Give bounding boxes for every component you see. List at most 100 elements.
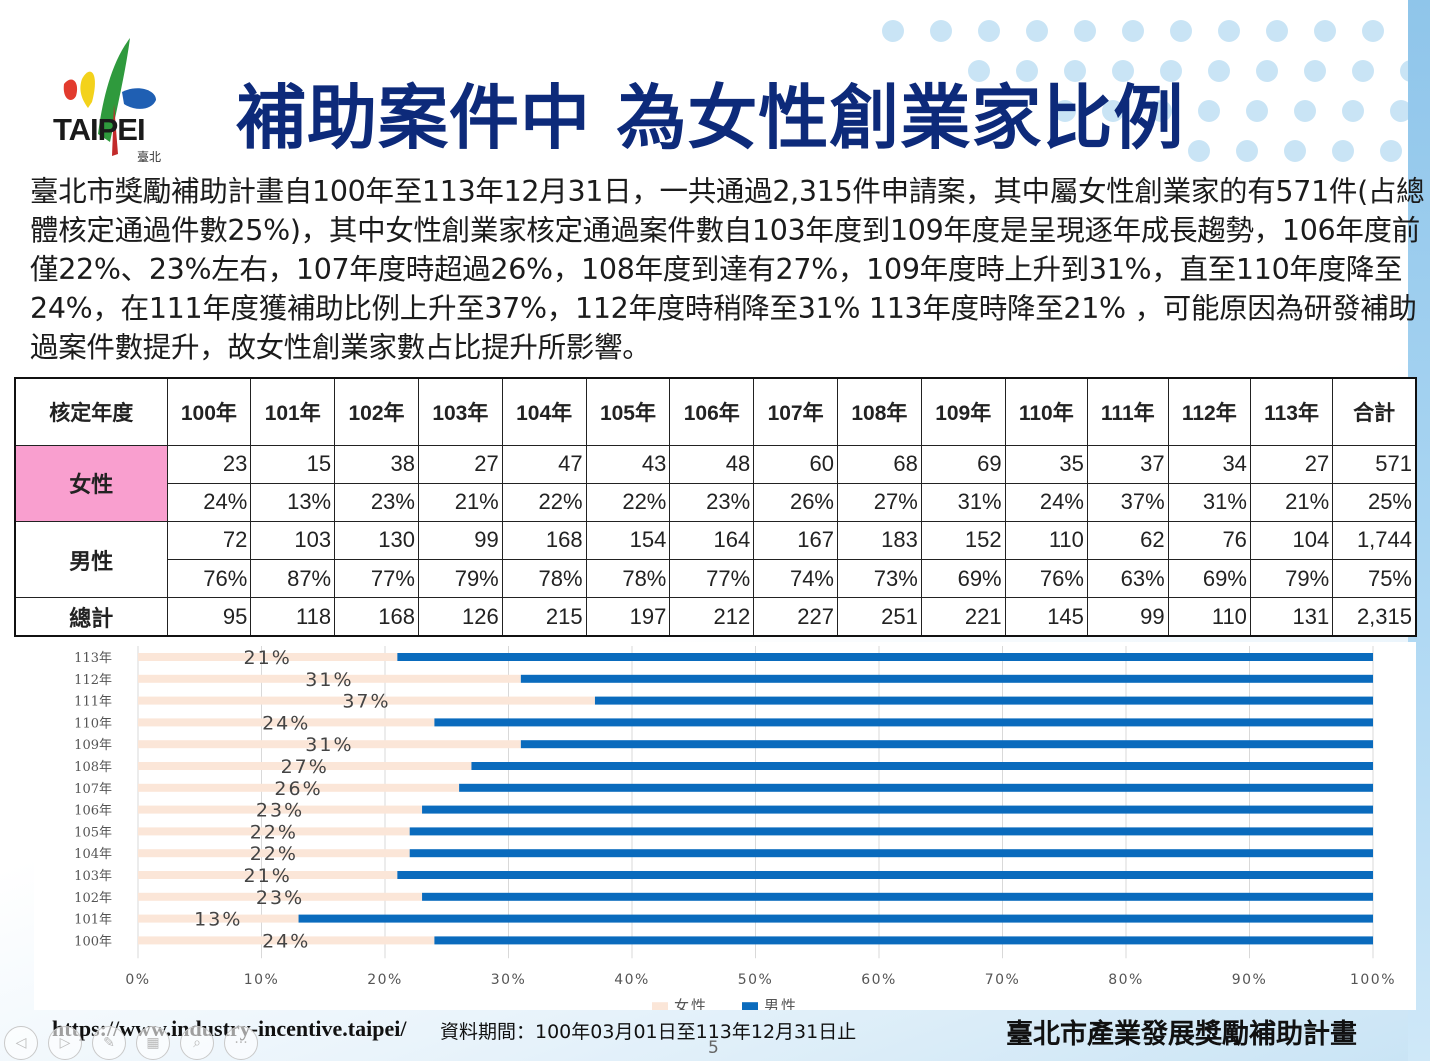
decorative-dot [1122,20,1144,42]
bar-female [138,892,423,901]
bar-male [434,718,1373,727]
table-cell: 168 [501,520,587,561]
table-header-cell: 108年 [837,377,922,446]
table-cell: 75% [1332,559,1417,599]
decorative-dot [1026,20,1048,42]
decorative-dot [1198,100,1220,122]
data-label: 24% [262,712,310,734]
table-cell: 26% [753,482,838,522]
forward-icon[interactable]: ▷ [48,1026,82,1060]
table-cell: 152 [920,520,1006,561]
y-category-label: 103年 [74,869,112,884]
y-category-label: 108年 [74,760,112,775]
y-category-label: 110年 [74,716,112,731]
bar-male [434,936,1373,945]
table-cell: 37% [1086,482,1169,522]
bar-male [520,740,1373,749]
decorative-dot [968,60,990,82]
zoom-icon[interactable]: ⌕ [180,1026,214,1060]
table-header-cell: 111年 [1086,377,1169,446]
decorative-dots [882,0,1430,170]
bar-female [138,849,410,858]
decorative-dot [1380,140,1402,162]
data-label: 22% [250,821,298,843]
x-tick-label: 50% [738,972,774,988]
legend-label: 男性 [764,997,798,1010]
y-category-label: 105年 [74,825,112,840]
table-cell: 183 [837,520,922,561]
bar-male [298,914,1373,923]
table-cell: 72 [166,520,252,561]
decorative-dot [1256,60,1278,82]
data-label: 31% [305,669,353,691]
back-icon[interactable]: ◁ [4,1026,38,1060]
bar-female [138,718,435,727]
y-category-label: 100年 [74,934,112,949]
female-row-label: 女性 [14,444,168,522]
data-label: 37% [342,691,390,713]
table-header-row: 核定年度 100年 101年 102年 103年 104年 105年 106年 107年 108… [14,377,1417,446]
table-cell: 25% [1332,482,1417,522]
slides-icon[interactable]: ▦ [136,1026,170,1060]
decorative-dot [1284,140,1306,162]
table-cell: 118 [250,597,336,637]
data-label: 31% [305,734,353,756]
legend-swatch-male [742,1002,758,1010]
decorative-dot [1064,60,1086,82]
table-cell: 23 [166,444,252,484]
table-cell: 22% [501,482,587,522]
decorative-dot [978,20,1000,42]
table-cell: 126 [417,597,503,637]
decorative-dot [1102,100,1124,122]
table-cell: 197 [585,597,671,637]
bar-male [397,653,1374,661]
x-tick-label: 10% [244,972,280,988]
decorative-dot [1208,60,1230,82]
table-cell: 31% [1167,482,1251,522]
pen-icon[interactable]: ✎ [92,1026,126,1060]
table-cell: 37 [1086,444,1169,484]
table-cell: 73% [837,559,922,599]
table-cell: 60 [753,444,838,484]
x-tick-label: 20% [367,972,403,988]
table-header-cell: 100年 [166,377,252,446]
decorative-dot [1332,140,1354,162]
data-label: 21% [244,647,292,669]
table-cell: 79% [1249,559,1334,599]
bar-female [138,871,398,879]
decorative-dot [1304,60,1326,82]
male-row-label: 男性 [14,520,168,599]
data-label: 24% [262,930,310,952]
data-label: 22% [250,843,298,865]
table-cell: 99 [417,520,503,561]
table-cell: 87% [250,559,336,599]
table-cell: 38 [334,444,419,484]
decorative-dot [1218,20,1240,42]
more-icon[interactable]: ··· [224,1026,258,1060]
table-row-female-counts: 女性 23 15 38 27 47 43 48 60 68 69 35 37 34 27 571 [14,444,1417,522]
bar-female [138,762,472,770]
table-cell: 571 [1332,444,1417,484]
table-cell: 24% [1004,482,1088,522]
table-cell: 21% [417,482,503,522]
table-cell: 69 [920,444,1006,484]
table-cell: 35 [1004,444,1088,484]
data-label: 23% [256,887,304,909]
bar-female [138,674,521,683]
table-cell: 145 [1004,597,1088,637]
table-cell: 95 [166,597,252,637]
table-cell: 79% [417,559,503,599]
table-cell: 78% [501,559,587,599]
table-row-female-pct: 24% 13% 23% 21% 22% 22% 23% 26% 27% 31% 24% 37% 31% 2… [15,482,1417,522]
table-header-cell: 101年 [250,377,336,446]
table-cell: 103 [250,520,336,561]
table-header-cell: 109年 [920,377,1006,446]
table-cell: 77% [669,559,755,599]
table-cell: 110 [1167,597,1251,637]
table-cell: 1,744 [1332,520,1417,561]
decorative-dot [1236,140,1258,162]
table-cell: 68 [837,444,922,484]
x-tick-label: 40% [614,972,650,988]
y-category-label: 111年 [74,695,112,710]
table-cell: 77% [334,559,419,599]
